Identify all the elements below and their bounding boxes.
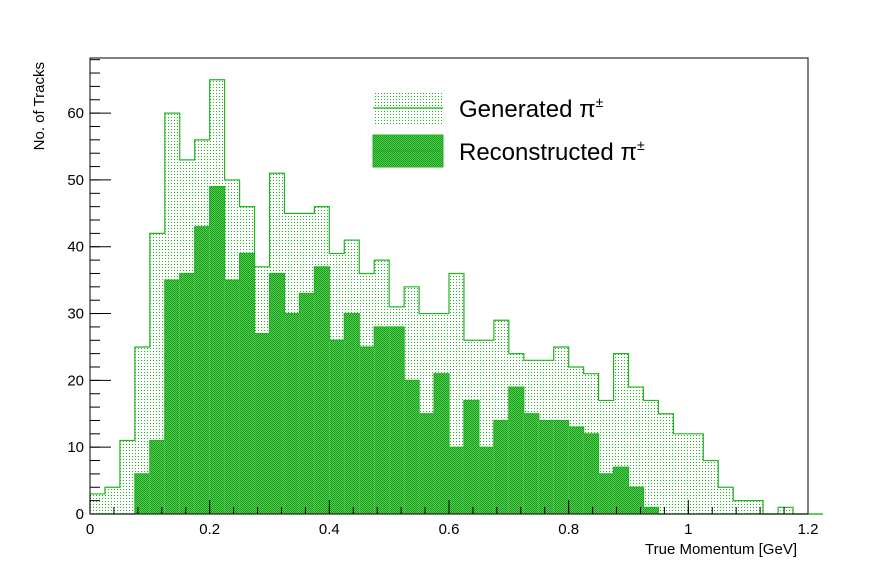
- reconstructed-bin-6: [179, 273, 195, 514]
- generated-bin-43: [733, 500, 749, 514]
- generated-bin-2: [119, 440, 135, 514]
- generated-bin-38: [658, 413, 674, 514]
- generated-bin-39: [673, 433, 689, 514]
- reconstructed-bin-10: [239, 253, 255, 514]
- x-tick-label: 0.4: [319, 521, 340, 538]
- y-tick-label: 0: [76, 506, 84, 523]
- generated-bin-42: [718, 487, 734, 514]
- reconstructed-bin-16: [329, 340, 345, 514]
- reconstructed-bin-3: [134, 473, 150, 514]
- reconstructed-bin-24: [449, 447, 464, 514]
- reconstructed-bin-25: [463, 400, 479, 514]
- reconstructed-bin-7: [194, 226, 210, 514]
- generated-bin-44: [748, 500, 764, 514]
- generated-bin-46: [778, 507, 794, 514]
- generated-bin-3: [134, 346, 150, 514]
- reconstructed-bin-29: [523, 413, 539, 514]
- y-tick-label: 40: [67, 239, 84, 256]
- generated-bin-41: [703, 460, 719, 514]
- reconstructed-bin-18: [359, 346, 375, 514]
- reconstructed-bin-27: [493, 420, 509, 514]
- generated-outline: [89, 79, 823, 515]
- x-tick-label: 1: [684, 521, 692, 538]
- y-axis-title: No. of Tracks: [31, 62, 48, 150]
- generated-bin-40: [688, 433, 704, 514]
- reconstructed-bin-32: [568, 427, 584, 514]
- y-tick-label: 50: [67, 172, 84, 189]
- reconstructed-bin-21: [404, 380, 420, 514]
- reconstructed-bin-34: [598, 473, 614, 514]
- x-tick-label: 0.2: [199, 521, 220, 538]
- reconstructed-bin-15: [314, 266, 330, 514]
- reconstructed-bin-13: [284, 313, 300, 514]
- reconstructed-bin-23: [434, 373, 449, 514]
- reconstructed-bin-14: [299, 293, 315, 514]
- x-tick-label: 0.8: [558, 521, 579, 538]
- generated-bin-1: [104, 487, 120, 514]
- reconstructed-outline: [90, 186, 823, 515]
- generated-bin-37: [643, 400, 659, 514]
- legend: Generated π± Reconstructed π±: [372, 92, 645, 168]
- y-tick-label: 10: [67, 439, 84, 456]
- generated-legend-label: Generated π±: [459, 94, 604, 123]
- x-tick-label: 0.6: [439, 521, 460, 538]
- reconstructed-bin-20: [389, 326, 405, 514]
- reconstructed-bin-17: [344, 313, 360, 514]
- reconstructed-bin-33: [583, 433, 599, 514]
- reconstructed-bin-4: [149, 440, 165, 514]
- y-tick-label: 60: [67, 105, 84, 122]
- axis-ticks: 0 0.2 0.4 0.6 0.8 1 1.2 0 10 20 30 40 50 60: [67, 59, 819, 538]
- y-tick-label: 30: [67, 306, 84, 323]
- reconstructed-bin-19: [374, 326, 390, 514]
- x-tick-label: 0: [86, 521, 94, 538]
- reconstructed-series: [90, 186, 823, 515]
- y-tick-label: 20: [67, 372, 84, 389]
- reconstructed-bin-11: [254, 333, 270, 514]
- reconstructed-bin-30: [538, 420, 554, 514]
- reconstructed-bin-9: [224, 280, 240, 514]
- generated-bin-0: [90, 493, 105, 514]
- reconstructed-bin-36: [628, 487, 644, 514]
- reconstructed-bin-28: [508, 387, 524, 514]
- reconstructed-bin-8: [209, 186, 225, 514]
- reconstructed-bin-35: [613, 467, 629, 514]
- generated-bin-36: [628, 387, 644, 514]
- reconstructed-bin-12: [269, 273, 285, 514]
- x-tick-label: 1.2: [798, 521, 819, 538]
- reconstructed-bin-31: [553, 420, 569, 514]
- reconstructed-bin-22: [419, 413, 435, 514]
- reconstructed-bin-5: [164, 280, 180, 514]
- reconstructed-bin-26: [478, 447, 494, 514]
- reconstructed-legend-label: Reconstructed π±: [459, 137, 645, 166]
- x-axis-title: True Momentum [GeV]: [645, 541, 797, 558]
- reconstructed-bin-37: [643, 507, 659, 514]
